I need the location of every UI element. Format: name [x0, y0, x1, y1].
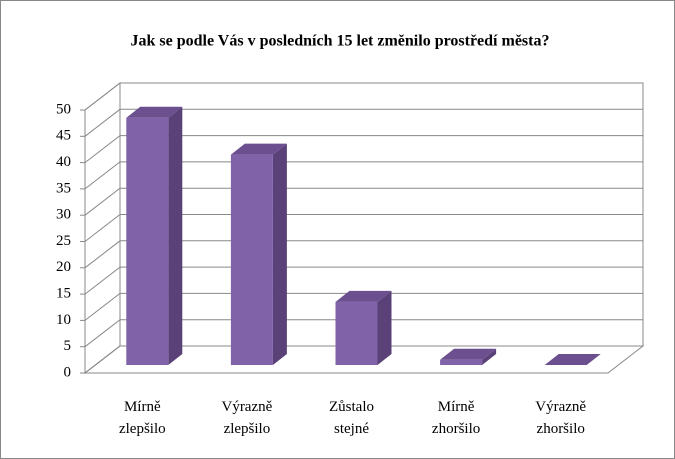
y-tick-label: 15: [56, 286, 71, 302]
bar: [544, 354, 601, 365]
x-tick-label: Mírně zhoršilo: [432, 399, 480, 437]
bar-front: [335, 301, 378, 365]
bar-top: [126, 106, 183, 118]
bar-top: [440, 348, 497, 360]
bar-front: [440, 359, 483, 365]
bar: [126, 106, 183, 365]
x-tick-label: Zůstalo stejné: [329, 399, 374, 437]
grid-line: [84, 82, 643, 111]
y-tick-label: 40: [56, 154, 71, 170]
grid-line: [84, 135, 643, 163]
x-tick-label: Výrazně zlepšilo: [221, 399, 272, 437]
bar-top: [335, 290, 392, 302]
bar-top: [544, 354, 601, 365]
grid-line: [84, 187, 643, 216]
bar-front: [126, 117, 169, 365]
y-tick-label: 5: [64, 338, 72, 354]
bar: [230, 143, 287, 365]
bar: [440, 348, 497, 365]
grid-line: [84, 214, 643, 242]
y-tick-label: 20: [56, 259, 71, 275]
chart-title: Jak se podle Vás v posledních 15 let změ…: [131, 33, 550, 50]
bar-side: [272, 143, 287, 365]
grid-line: [84, 108, 643, 137]
grid-line: [84, 266, 643, 295]
bar-side: [482, 348, 497, 365]
y-tick-label: 50: [56, 101, 71, 117]
bar: [335, 290, 392, 365]
bar-top: [230, 143, 287, 155]
grid-line: [84, 292, 643, 321]
y-tick-label: 35: [56, 180, 71, 196]
bar-side: [377, 290, 392, 365]
y-tick-label: 0: [64, 364, 72, 380]
y-tick-label: 30: [56, 207, 71, 223]
grid-line: [84, 240, 643, 269]
x-tick-label: Mírně zlepšilo: [119, 399, 166, 437]
bar-front: [230, 154, 273, 365]
grid-line: [84, 319, 643, 348]
grid-line: [84, 161, 643, 190]
y-tick-label: 25: [56, 233, 71, 249]
x-tick-label: Výrazně zhoršilo: [535, 399, 586, 437]
grid-line: [84, 345, 643, 374]
bar-side: [168, 106, 183, 365]
y-tick-label: 45: [56, 128, 71, 144]
y-tick-label: 10: [56, 312, 71, 328]
